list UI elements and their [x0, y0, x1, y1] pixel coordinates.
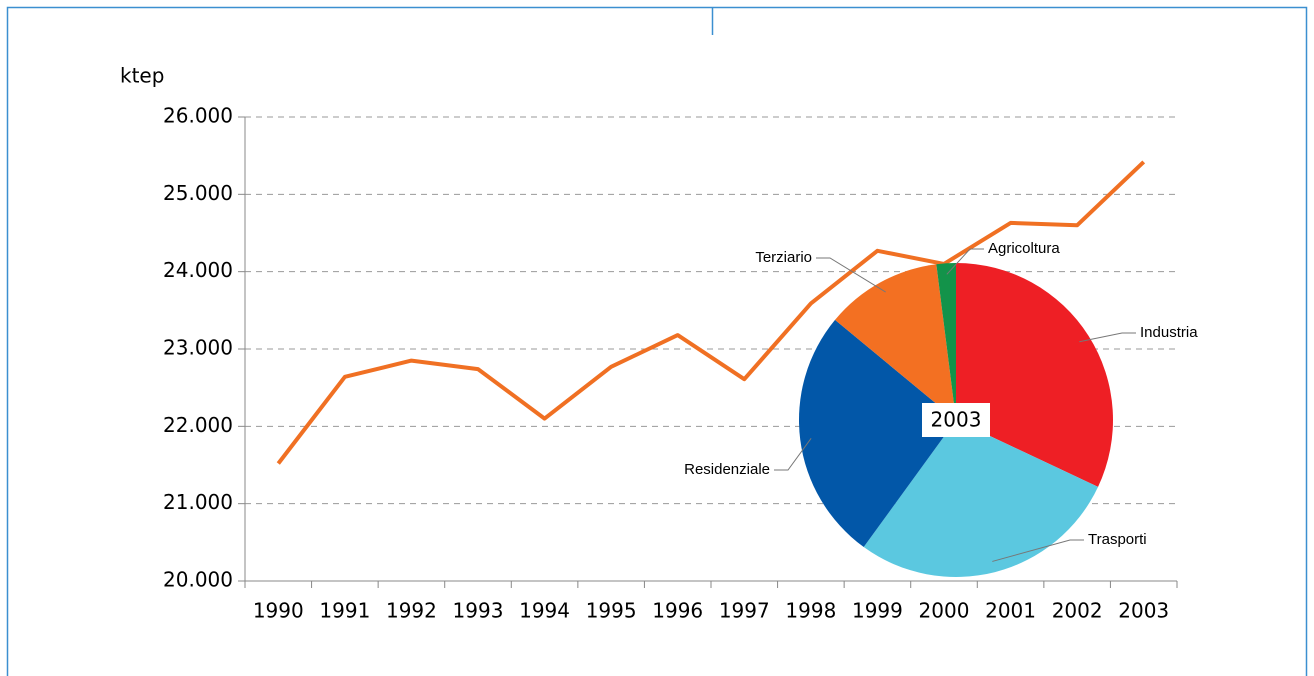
- leader-line: [1079, 332, 1136, 343]
- pie-slice: [936, 263, 956, 420]
- leader-line: [774, 438, 812, 471]
- x-tick-label: 1992: [386, 599, 437, 623]
- y-tick-label: 22.000: [163, 413, 233, 437]
- pie-label: Residenziale: [684, 461, 770, 478]
- leader-line: [946, 248, 984, 275]
- pie-label: Industria: [1140, 324, 1198, 341]
- y-tick-label: 25.000: [163, 181, 233, 205]
- y-tick-label: 20.000: [163, 568, 233, 592]
- y-tick-label: 21.000: [163, 490, 233, 514]
- x-tick-label: 1998: [785, 599, 836, 623]
- x-tick-label: 1994: [519, 599, 570, 623]
- y-tick-label: 24.000: [163, 258, 233, 282]
- pie-slice: [835, 264, 956, 420]
- x-tick-label: 1999: [852, 599, 903, 623]
- x-tick-label: 1995: [586, 599, 637, 623]
- pie-slice: [863, 420, 1099, 578]
- pie-title-box: [922, 403, 990, 437]
- x-tick-label: 2003: [1118, 599, 1169, 623]
- x-tick-label: 1991: [319, 599, 370, 623]
- x-tick-label: 1996: [652, 599, 703, 623]
- line-series: [276, 160, 1146, 465]
- pie-slice: [799, 319, 956, 548]
- pie-label: Agricoltura: [988, 240, 1060, 257]
- pie-title: 2003: [931, 408, 982, 432]
- x-tick-label: 2002: [1052, 599, 1103, 623]
- pie-label: Terziario: [755, 249, 812, 266]
- x-tick-label: 2000: [919, 599, 970, 623]
- x-tick-label: 2001: [985, 599, 1036, 623]
- frame: [6, 6, 1308, 676]
- pie-label: Trasporti: [1088, 531, 1147, 548]
- leader-line: [992, 539, 1084, 562]
- leader-line: [816, 257, 886, 293]
- y-axis-label: ktep: [120, 64, 164, 88]
- x-tick-label: 1990: [253, 599, 304, 623]
- y-tick-label: 26.000: [163, 104, 233, 128]
- y-tick-label: 23.000: [163, 336, 233, 360]
- pie-slice: [956, 263, 1113, 487]
- x-tick-label: 1993: [453, 599, 504, 623]
- x-tick-label: 1997: [719, 599, 770, 623]
